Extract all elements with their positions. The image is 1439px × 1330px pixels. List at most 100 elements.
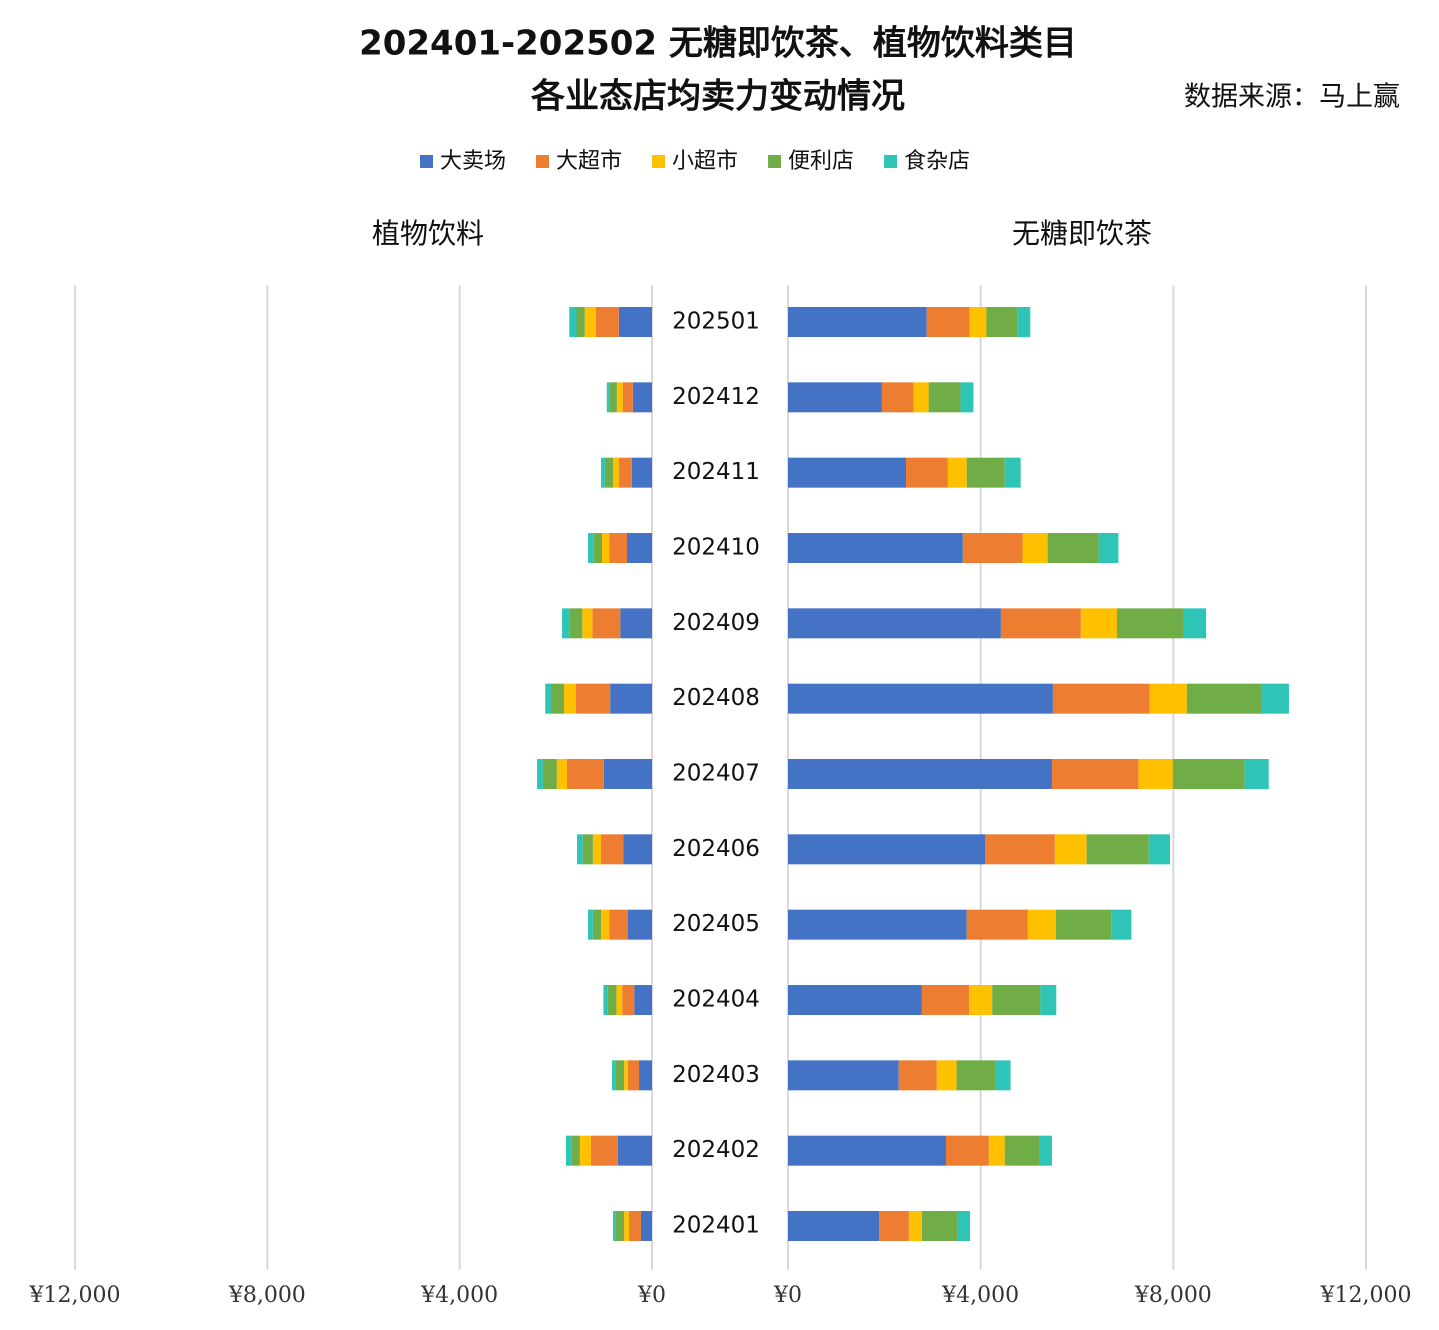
category-label: 202410 [672, 535, 760, 561]
bar-segment [788, 909, 967, 940]
legend-swatch [768, 155, 782, 168]
bar-segment [603, 985, 608, 1015]
bar-segment [537, 759, 543, 789]
bar-segment [1138, 759, 1173, 789]
bar-segment [986, 307, 1018, 337]
bar-segment [1047, 533, 1099, 563]
bar-segment [1148, 834, 1170, 865]
bar-segment [620, 608, 652, 639]
bar-segment [906, 457, 948, 488]
x-tick-label: ¥4,000 [420, 1283, 498, 1308]
bar-segment [1004, 1135, 1040, 1166]
bar-segment [584, 307, 596, 337]
bar-segment [1051, 759, 1139, 789]
bar-segment [612, 1060, 616, 1091]
bar-segment [788, 759, 1052, 789]
bar-segment [788, 683, 1053, 714]
bar-segment [788, 985, 922, 1015]
category-label: 202403 [672, 1062, 760, 1088]
bar-segment [788, 382, 882, 413]
bar-segment [992, 985, 1041, 1015]
bar-segment [788, 1060, 899, 1091]
bar-segment [788, 608, 1001, 639]
bar-segment [788, 457, 907, 488]
bar-segment [627, 909, 652, 940]
legend-label: 小超市 [672, 149, 738, 174]
bar-segment [1004, 457, 1021, 488]
bar-segment [966, 909, 1028, 940]
bar-segment [569, 608, 583, 639]
bar-segment [604, 457, 614, 488]
bar-segment [1040, 985, 1057, 1015]
bar-segment [613, 457, 619, 488]
bar-segment [1052, 683, 1150, 714]
bar-segment [921, 1211, 958, 1241]
bar-segment [913, 382, 929, 413]
chart-title: 202401-202502 无糖即饮茶、植物饮料类目 [359, 24, 1077, 64]
bar-segment [1022, 533, 1048, 563]
bar-segment [593, 533, 602, 563]
bar-segment [569, 307, 577, 337]
bar-segment [1244, 759, 1269, 789]
bar-segment [576, 307, 585, 337]
x-tick-label: ¥4,000 [941, 1283, 1019, 1308]
bar-segment [579, 1135, 591, 1166]
bar-segment [613, 1211, 616, 1241]
bar-segment [545, 683, 552, 714]
bar-segment [566, 759, 604, 789]
bar-segment [879, 1211, 909, 1241]
bar-segment [936, 1060, 957, 1091]
bar-segment [788, 1135, 946, 1166]
bar-segment [627, 1060, 640, 1091]
bar-segment [622, 985, 635, 1015]
category-label: 202401 [672, 1213, 760, 1239]
bar-segment [592, 909, 602, 940]
bar-segment [634, 985, 652, 1015]
bar-segment [1149, 683, 1187, 714]
x-tick-label: ¥8,000 [1134, 1283, 1212, 1308]
bar-segment [624, 1211, 629, 1241]
bar-segment [898, 1060, 937, 1091]
bar-segment [610, 683, 652, 714]
category-label: 202411 [672, 459, 760, 485]
bar-segment [945, 1135, 989, 1166]
bar-segment [921, 985, 970, 1015]
bar-segment [881, 382, 914, 413]
bar-segment [1017, 307, 1031, 337]
category-label: 202412 [672, 384, 760, 410]
bar-segment [956, 1060, 996, 1091]
panel-title: 无糖即饮茶 [1012, 217, 1152, 250]
panel-title: 植物饮料 [372, 217, 484, 250]
chart-title: 各业态店均卖力变动情况 [531, 77, 905, 117]
bar-segment [618, 307, 652, 337]
x-tick-label: ¥0 [637, 1283, 666, 1308]
bar-segment [928, 382, 961, 413]
bar-segment [988, 1135, 1005, 1166]
source: 数据来源：马上赢 [1184, 82, 1400, 113]
bar-segment [576, 683, 611, 714]
bar-segment [1172, 759, 1245, 789]
bar-segment [582, 608, 593, 639]
bar-segment [603, 759, 652, 789]
bar-segment [576, 834, 583, 865]
bar-segment [1098, 533, 1119, 563]
bar-segment [590, 1135, 618, 1166]
bar-segment [960, 382, 974, 413]
bar-segment [969, 307, 987, 337]
bar-segment [601, 533, 610, 563]
bar-segment [565, 1135, 572, 1166]
x-tick-label: ¥8,000 [228, 1283, 306, 1308]
bar-segment [966, 457, 1005, 488]
bar-segment [562, 608, 570, 639]
bar-segment [1000, 608, 1081, 639]
bar-segment [601, 909, 610, 940]
category-label: 202408 [672, 685, 760, 711]
bar-segment [947, 457, 967, 488]
bar-segment [1182, 608, 1207, 639]
bar-segment [908, 1211, 922, 1241]
category-label: 202407 [672, 761, 760, 787]
bar-segment [615, 1060, 625, 1091]
bar-segment [1086, 834, 1149, 865]
